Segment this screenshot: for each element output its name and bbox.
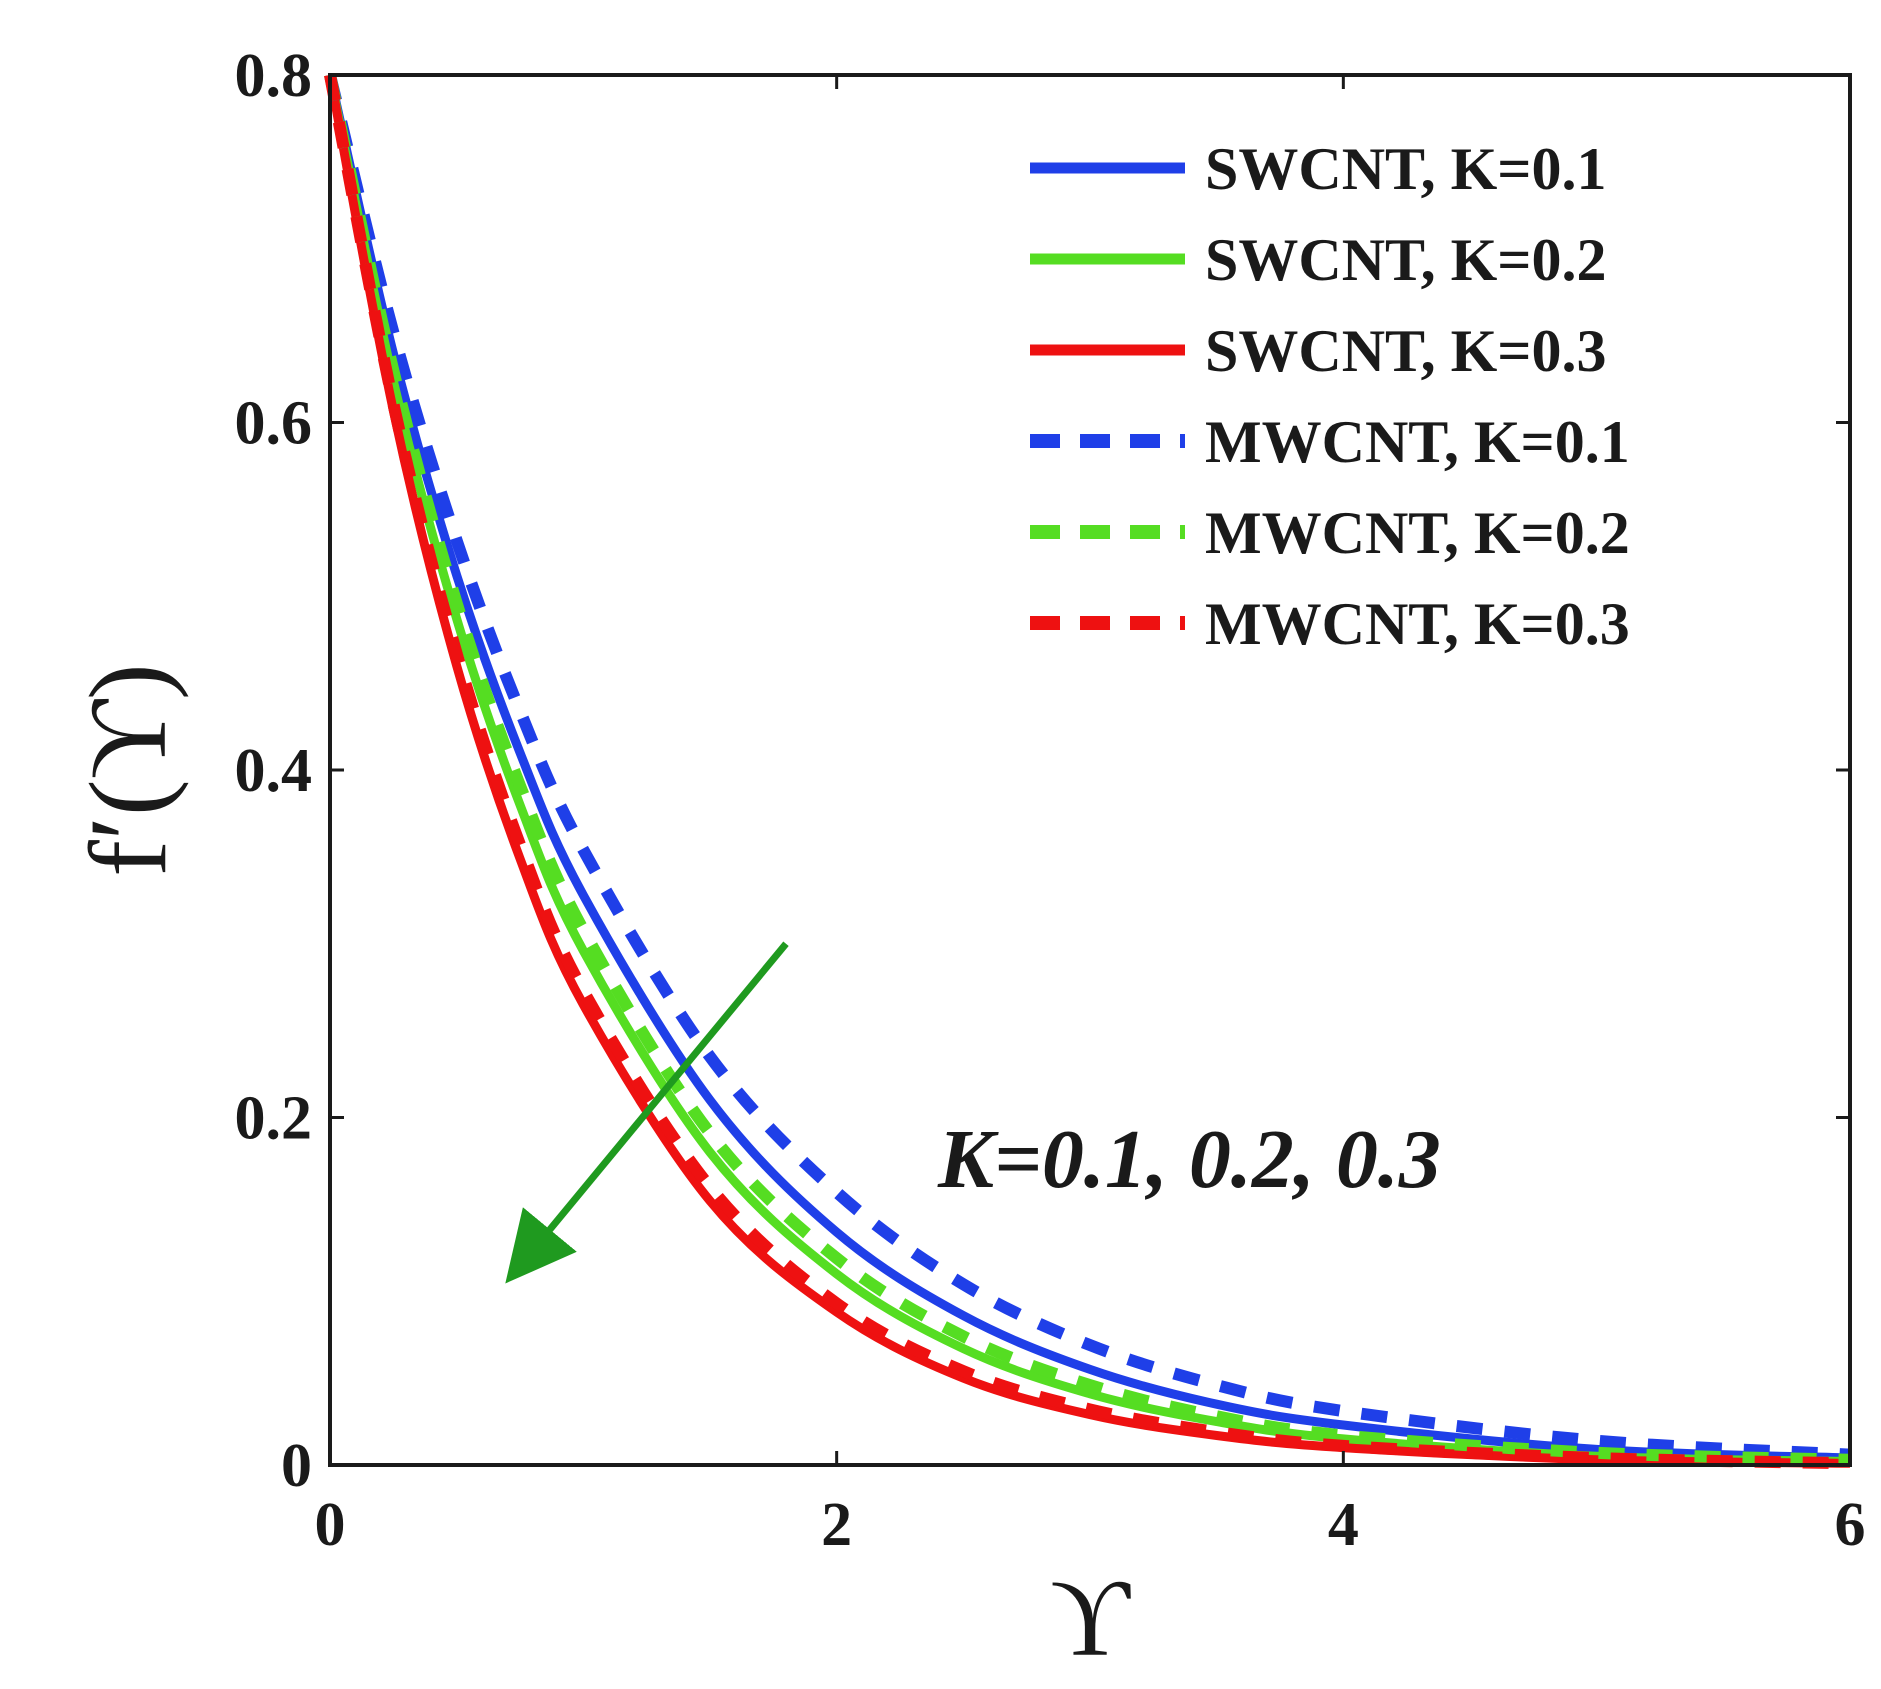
series-layer [324, 73, 1851, 1470]
legend-label: MWCNT, K=0.3 [1205, 591, 1630, 657]
annotation-text: K=0.1, 0.2, 0.3 [937, 1113, 1441, 1206]
legend: SWCNT, K=0.1 SWCNT, K=0.2 SWCNT, K=0.3 MWCN… [1030, 136, 1630, 657]
y-axis-label: f′(ϒ) [67, 663, 189, 876]
series-line-3 [325, 74, 1851, 1468]
legend-label: SWCNT, K=0.3 [1205, 318, 1606, 384]
series-line-2 [325, 74, 1851, 1466]
legend-label: MWCNT, K=0.2 [1205, 500, 1630, 566]
x-tick-label: 4 [1328, 1491, 1359, 1559]
y-tick-label: 0.8 [235, 42, 313, 110]
x-axis-label: ϒ [1050, 1557, 1131, 1679]
series-line-1 [325, 73, 1851, 1463]
series-line-5 [324, 73, 1851, 1466]
y-tick-label: 0.6 [235, 390, 313, 458]
legend-label: SWCNT, K=0.2 [1205, 227, 1606, 293]
series-line-4 [324, 73, 1851, 1461]
y-tick-label: 0.4 [235, 737, 313, 805]
y-tick-label: 0 [281, 1432, 312, 1500]
ticks-layer: 0 2 4 6 0 0.2 0.4 0.6 0.8 [235, 42, 1866, 1559]
annotation-layer: K=0.1, 0.2, 0.3 [505, 941, 1441, 1284]
legend-label: SWCNT, K=0.1 [1205, 136, 1606, 202]
x-tick-label: 6 [1835, 1491, 1866, 1559]
plot-frame [328, 73, 1852, 1467]
series-line-6 [324, 73, 1851, 1470]
legend-label: MWCNT, K=0.1 [1205, 409, 1630, 475]
y-tick-label: 0.2 [235, 1085, 313, 1153]
x-tick-label: 0 [315, 1491, 346, 1559]
x-tick-label: 2 [821, 1491, 852, 1559]
annotation-arrow [505, 941, 789, 1284]
